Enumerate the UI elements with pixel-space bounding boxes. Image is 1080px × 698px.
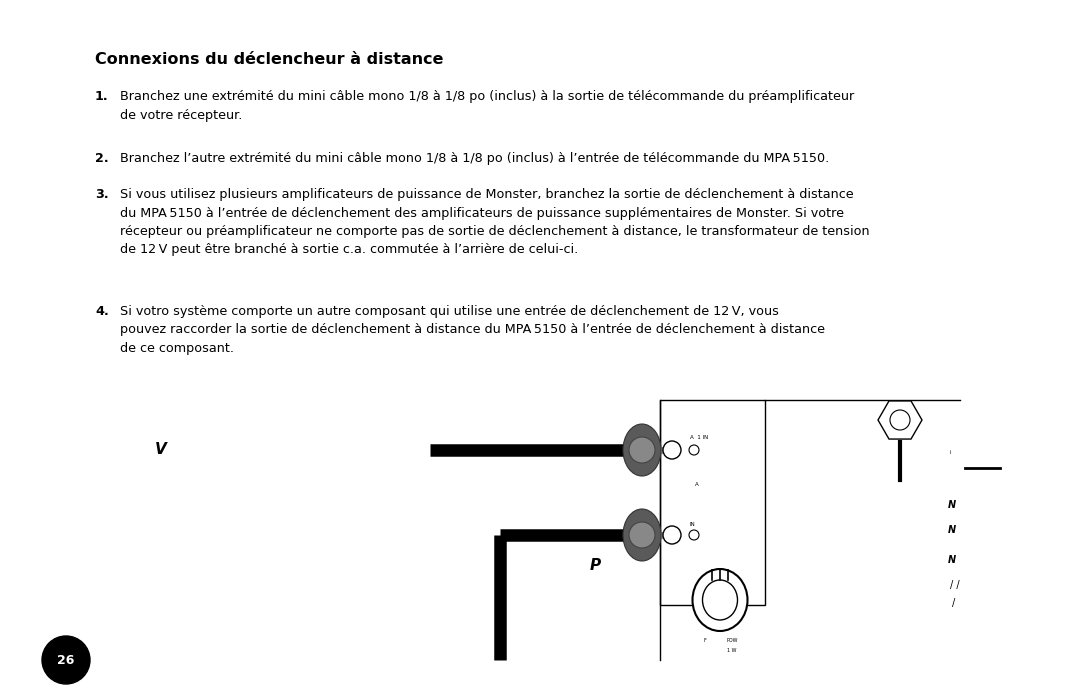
- Text: POW: POW: [726, 638, 738, 643]
- Text: 26: 26: [57, 653, 75, 667]
- Text: Branchez l’autre extrémité du mini câble mono 1/8 à 1/8 po (inclus) à l’entrée d: Branchez l’autre extrémité du mini câble…: [120, 152, 829, 165]
- Ellipse shape: [692, 569, 747, 631]
- Ellipse shape: [623, 424, 661, 476]
- Circle shape: [629, 437, 654, 463]
- Text: 2.: 2.: [95, 152, 109, 165]
- Circle shape: [42, 636, 90, 684]
- Text: / /: / /: [950, 580, 960, 590]
- Text: N: N: [948, 555, 956, 565]
- Text: Si vous utilisez plusieurs amplificateurs de puissance de Monster, branchez la s: Si vous utilisez plusieurs amplificateur…: [120, 188, 869, 256]
- Text: V: V: [156, 443, 166, 457]
- FancyBboxPatch shape: [660, 400, 765, 605]
- Circle shape: [689, 445, 699, 455]
- Text: A: A: [696, 482, 699, 487]
- Circle shape: [663, 526, 681, 544]
- Ellipse shape: [623, 509, 661, 561]
- Text: 4.: 4.: [95, 305, 109, 318]
- Text: 1 W: 1 W: [727, 648, 737, 653]
- Ellipse shape: [702, 580, 738, 620]
- Circle shape: [689, 530, 699, 540]
- Circle shape: [663, 441, 681, 459]
- Text: 3.: 3.: [95, 188, 109, 201]
- Text: N: N: [948, 525, 956, 535]
- Text: 1.: 1.: [95, 90, 109, 103]
- Text: A  1 IN: A 1 IN: [690, 435, 708, 440]
- Circle shape: [890, 410, 910, 430]
- Text: IN: IN: [690, 522, 696, 527]
- Text: Branchez une extrémité du mini câble mono 1/8 à 1/8 po (inclus) à la sortie de t: Branchez une extrémité du mini câble mon…: [120, 90, 854, 121]
- Text: /: /: [951, 598, 955, 608]
- Text: N: N: [948, 500, 956, 510]
- Text: Si votro système comporte un autre composant qui utilise une entrée de déclenche: Si votro système comporte un autre compo…: [120, 305, 825, 355]
- Text: Connexions du déclencheur à distance: Connexions du déclencheur à distance: [95, 52, 444, 67]
- Text: F: F: [704, 638, 706, 643]
- Text: P: P: [590, 558, 602, 572]
- Circle shape: [629, 522, 654, 548]
- Text: i: i: [950, 450, 951, 455]
